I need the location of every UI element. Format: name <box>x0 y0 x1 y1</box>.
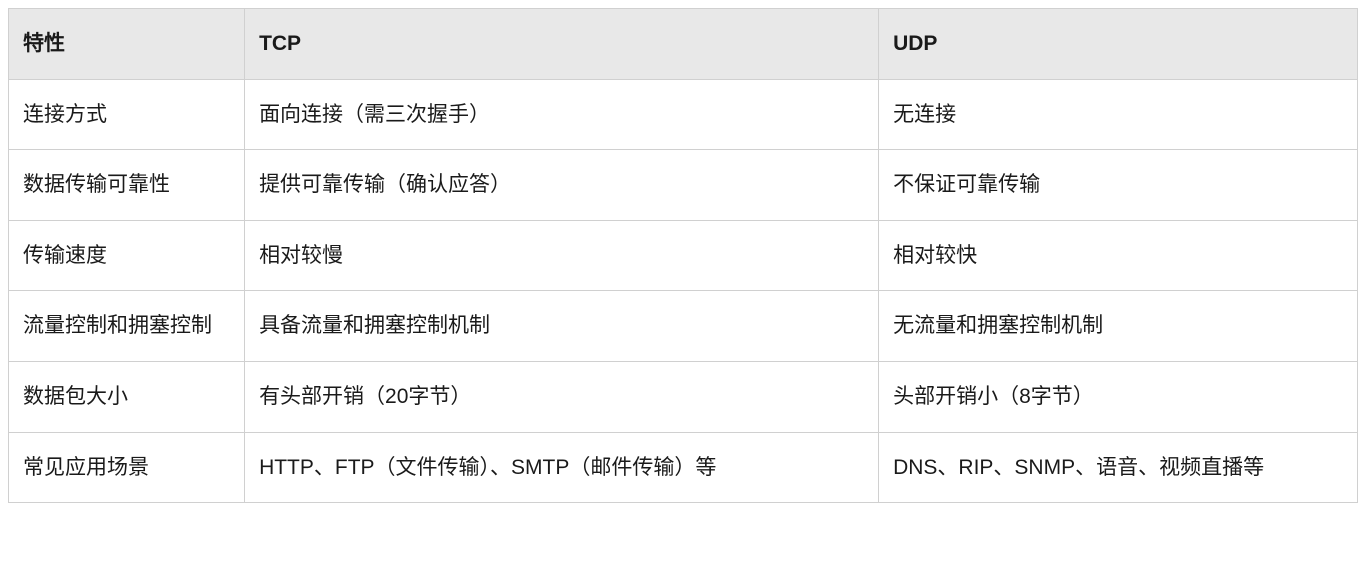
table-cell: HTTP、FTP（文件传输）、SMTP（邮件传输）等 <box>245 432 879 503</box>
table-cell: 常见应用场景 <box>9 432 245 503</box>
table-cell: 无流量和拥塞控制机制 <box>879 291 1358 362</box>
table-cell: 面向连接（需三次握手） <box>245 79 879 150</box>
table-row: 传输速度 相对较慢 相对较快 <box>9 220 1358 291</box>
table-header-cell: UDP <box>879 9 1358 80</box>
table-row: 连接方式 面向连接（需三次握手） 无连接 <box>9 79 1358 150</box>
table-row: 数据包大小 有头部开销（20字节） 头部开销小（8字节） <box>9 361 1358 432</box>
table-cell: 无连接 <box>879 79 1358 150</box>
table-cell: 传输速度 <box>9 220 245 291</box>
table-header-cell: TCP <box>245 9 879 80</box>
table-cell: 具备流量和拥塞控制机制 <box>245 291 879 362</box>
table-cell: 相对较快 <box>879 220 1358 291</box>
table-cell: 提供可靠传输（确认应答） <box>245 150 879 221</box>
table-row: 流量控制和拥塞控制 具备流量和拥塞控制机制 无流量和拥塞控制机制 <box>9 291 1358 362</box>
table-cell: 数据传输可靠性 <box>9 150 245 221</box>
table-header-cell: 特性 <box>9 9 245 80</box>
table-cell: 不保证可靠传输 <box>879 150 1358 221</box>
table-row: 数据传输可靠性 提供可靠传输（确认应答） 不保证可靠传输 <box>9 150 1358 221</box>
table-cell: 相对较慢 <box>245 220 879 291</box>
table-header-row: 特性 TCP UDP <box>9 9 1358 80</box>
table-cell: 连接方式 <box>9 79 245 150</box>
table-row: 常见应用场景 HTTP、FTP（文件传输）、SMTP（邮件传输）等 DNS、RI… <box>9 432 1358 503</box>
table-cell: 数据包大小 <box>9 361 245 432</box>
table-cell: DNS、RIP、SNMP、语音、视频直播等 <box>879 432 1358 503</box>
table-cell: 头部开销小（8字节） <box>879 361 1358 432</box>
table-cell: 流量控制和拥塞控制 <box>9 291 245 362</box>
table-cell: 有头部开销（20字节） <box>245 361 879 432</box>
comparison-table: 特性 TCP UDP 连接方式 面向连接（需三次握手） 无连接 数据传输可靠性 … <box>8 8 1358 503</box>
